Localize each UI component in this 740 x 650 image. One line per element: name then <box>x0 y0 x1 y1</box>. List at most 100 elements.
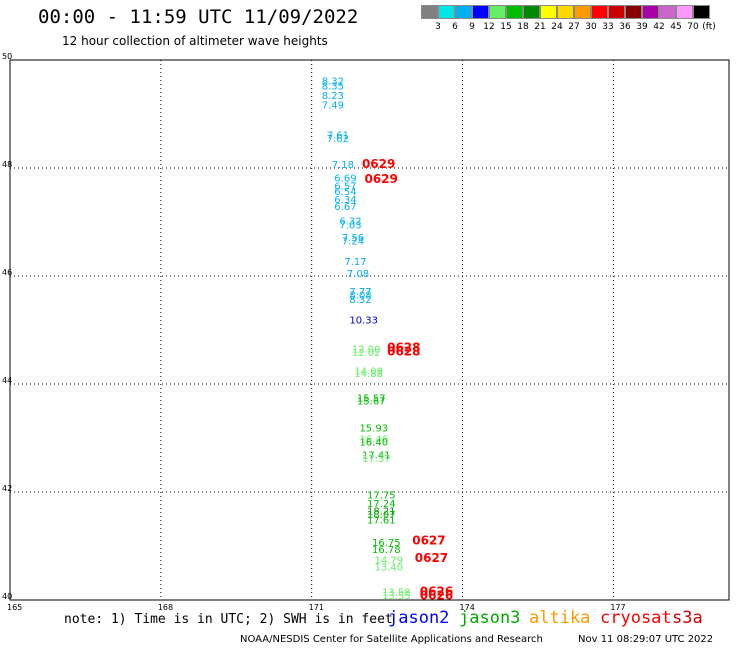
colorbar-bin <box>659 5 676 19</box>
wave-height-label: 17.61 <box>367 515 396 526</box>
legend-jason2: jason2 <box>388 608 450 628</box>
x-tick-label: 168 <box>158 603 173 612</box>
colorbar-bin <box>438 5 455 19</box>
colorbar-bin <box>421 5 438 19</box>
pass-time-label: 0628 <box>387 344 420 358</box>
colorbar-label: 24 <box>551 22 563 32</box>
wave-height-label: 16.40 <box>359 438 388 449</box>
colorbar-label: 21 <box>534 22 546 32</box>
pass-time-label: 0626 <box>420 585 453 599</box>
colorbar-bin <box>506 5 523 19</box>
wave-height-label: 6.54 <box>334 187 356 198</box>
wave-height-label: 16.78 <box>372 545 401 556</box>
colorbar-bin <box>591 5 608 19</box>
page-title: 00:00 - 11:59 UTC 11/09/2022 <box>38 6 359 28</box>
wave-height-label: 8.23 <box>322 91 344 102</box>
wave-height-label: 18.07 <box>367 510 396 521</box>
y-tick-label: 40 <box>2 592 12 601</box>
wave-height-label: 13.40 <box>375 562 404 573</box>
wave-height-label: 8.32 <box>322 76 344 87</box>
generated-timestamp: Nov 11 08:29:07 UTC 2022 <box>578 634 714 645</box>
wave-height-label: 8.32 <box>349 295 371 306</box>
colorbar-bin <box>523 5 540 19</box>
colorbar-label: 18 <box>517 22 529 32</box>
wave-height-label: 14.88 <box>354 369 383 380</box>
x-tick-label: 177 <box>610 603 625 612</box>
wave-height-label: 13.58 <box>382 588 411 599</box>
pass-time-label: 0626 <box>420 588 453 602</box>
wave-height-label: 13.55 <box>382 591 411 602</box>
legend-cryosat: cryosat <box>600 608 672 628</box>
wave-height-label: 14.09 <box>354 366 383 377</box>
wave-height-label: 17.41 <box>362 451 391 462</box>
wave-height-label: 7.61 <box>327 130 349 141</box>
colorbar-label: 36 <box>619 22 631 32</box>
legend-jason3: jason3 <box>459 608 521 628</box>
wave-height-label: 18.21 <box>367 507 396 518</box>
wave-height-label: 7.18 <box>332 160 354 171</box>
wave-height-label: 15.57 <box>357 393 386 404</box>
colorbar-bin <box>557 5 574 19</box>
colorbar-label: 45 <box>670 22 682 32</box>
x-tick-label: 174 <box>460 603 475 612</box>
wave-height-label: 7.08 <box>347 269 369 280</box>
colorbar-bin <box>608 5 625 19</box>
x-tick-label: 171 <box>309 603 324 612</box>
wave-height-label: 7.17 <box>344 257 366 268</box>
wave-height-label: 10.33 <box>349 316 378 327</box>
colorbar-bin <box>693 5 710 19</box>
colorbar-label: 9 <box>469 22 475 32</box>
colorbar-label: 27 <box>568 22 580 32</box>
wave-height-label: 7.62 <box>327 134 349 145</box>
x-tick-label: 165 <box>7 603 22 612</box>
colorbar-label: 42 <box>653 22 665 32</box>
wave-height-label: 12.02 <box>352 348 381 359</box>
colorbar-unit: (ft) <box>702 22 716 32</box>
wave-height-label: 6.57 <box>334 182 356 193</box>
wave-height-label: 16.46 <box>359 434 388 445</box>
colorbar-bin <box>472 5 489 19</box>
wave-height-label: 6.69 <box>334 174 356 185</box>
colorbar-label: 12 <box>483 22 495 32</box>
wave-height-label: 17.37 <box>362 454 391 465</box>
wave-height-label: 8.08 <box>349 291 371 302</box>
wave-height-label: 6.32 <box>339 217 361 228</box>
legend-s3a: s3a <box>672 608 703 628</box>
y-tick-label: 42 <box>2 484 12 493</box>
wave-height-label: 12.00 <box>352 345 381 356</box>
pass-time-label: 0627 <box>415 551 448 565</box>
colorbar-bin <box>489 5 506 19</box>
wave-height-label: 17.75 <box>367 490 396 501</box>
footnote: note: 1) Time is in UTC; 2) SWH is in fe… <box>64 612 393 627</box>
wave-height-label: 7.03 <box>339 220 361 231</box>
plot-frame <box>9 59 730 601</box>
colorbar-bin <box>625 5 642 19</box>
colorbar-bin <box>676 5 693 19</box>
y-tick-label: 46 <box>2 268 12 277</box>
wave-height-label: 7.56 <box>342 233 364 244</box>
pass-time-label: 0629 <box>362 157 395 171</box>
credit-line: NOAA/NESDIS Center for Satellite Applica… <box>240 634 543 645</box>
y-tick-label: 50 <box>2 52 12 61</box>
pass-time-label: 0628 <box>387 341 420 355</box>
wave-height-label: 6.34 <box>334 195 356 206</box>
wave-height-label: 15.67 <box>357 397 386 408</box>
wave-height-label: 7.24 <box>342 237 364 248</box>
colorbar-label: 33 <box>602 22 614 32</box>
wave-height-label: 16.75 <box>372 538 401 549</box>
wave-height-label: 6.67 <box>334 202 356 213</box>
page-subtitle: 12 hour collection of altimeter wave hei… <box>62 34 328 48</box>
colorbar-label: 3 <box>435 22 441 32</box>
colorbar-bin <box>574 5 591 19</box>
wave-height-label: 17.24 <box>367 499 396 510</box>
wave-height-label: 14.79 <box>375 555 404 566</box>
pass-time-label: 0627 <box>412 533 445 547</box>
colorbar-label: 70 <box>687 22 699 32</box>
colorbar-label: 6 <box>452 22 458 32</box>
wave-height-label: 7.77 <box>349 287 371 298</box>
legend-altika: altika <box>529 608 591 628</box>
colorbar-label: 15 <box>500 22 512 32</box>
pass-time-label: 0629 <box>364 172 397 186</box>
colorbar-bin <box>455 5 472 19</box>
